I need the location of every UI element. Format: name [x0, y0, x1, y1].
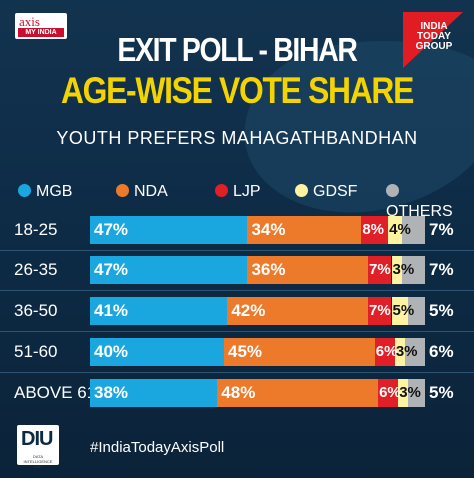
bar-segment-gdsf [391, 297, 409, 325]
category-label: 18-25 [14, 220, 58, 239]
value-label-gdsf: 3% [399, 384, 421, 401]
bar-segment-ljp [361, 216, 389, 244]
india-today-logo-line3: GROUP [415, 41, 453, 52]
value-label-mgb: 47% [94, 220, 129, 239]
bar-segment-nda [224, 338, 375, 366]
value-label-others: 7% [429, 220, 454, 239]
category-label: 36-50 [14, 301, 58, 320]
category-label: ABOVE 61 [14, 383, 97, 402]
value-label-nda: 45% [228, 342, 263, 361]
bar-segment-mgb [90, 379, 218, 407]
value-label-nda: 34% [251, 220, 286, 239]
india-today-group-logo: INDIA TODAY GROUP [403, 12, 463, 68]
value-label-ljp: 6% [379, 384, 401, 401]
value-label-ljp: 6% [375, 343, 398, 360]
bar-segment-others [401, 256, 425, 284]
bar-segment-ljp [374, 338, 395, 366]
value-label-mgb: 47% [94, 260, 129, 279]
bar-segment-mgb [90, 256, 248, 284]
bar-segment-others [404, 338, 425, 366]
bar-segment-others [408, 379, 425, 407]
legend-swatch [18, 184, 31, 197]
bar-segment-mgb [90, 216, 248, 244]
legend-swatch [386, 184, 399, 197]
value-label-others: 7% [429, 260, 454, 279]
value-label-nda: 48% [221, 383, 256, 402]
value-label-gdsf: 3% [395, 343, 418, 360]
value-label-others: 6% [429, 342, 454, 361]
bar-segment-gdsf [398, 379, 409, 407]
legend-item-nda: NDA [116, 182, 168, 202]
row-separator [0, 250, 474, 251]
row-separator [0, 372, 474, 373]
value-label-others: 5% [429, 301, 454, 320]
legend-swatch [295, 184, 308, 197]
bar-segment-ljp [378, 379, 399, 407]
legend-label: LJP [233, 183, 261, 200]
value-label-mgb: 41% [94, 301, 129, 320]
bar-segment-gdsf [388, 216, 402, 244]
value-label-nda: 36% [251, 260, 286, 279]
india-today-logo-line1: INDIA [420, 21, 448, 32]
hashtag: #IndiaTodayAxisPoll [90, 439, 225, 456]
bar-segment-gdsf [394, 338, 405, 366]
value-label-ljp: 8% [362, 221, 385, 238]
chart-caption: YOUTH PREFERS MAHAGATHBANDHAN [56, 128, 418, 148]
bar-segment-ljp [368, 297, 392, 325]
category-label: 26-35 [14, 260, 58, 279]
bar-row-51-60 [90, 338, 425, 366]
value-label-ljp: 7% [369, 261, 391, 278]
legend-item-others: OTHERS [386, 182, 458, 220]
india-today-logo-line2: TODAY [417, 31, 451, 42]
chart-title: EXIT POLL - BIHAR [117, 31, 358, 68]
bar-segment-gdsf [391, 256, 402, 284]
diu-logo: DIU DATA INTELLIGENCE UNIT [17, 425, 59, 469]
value-label-nda: 42% [231, 301, 266, 320]
value-label-others: 5% [429, 383, 454, 402]
bar-segment-others [401, 216, 425, 244]
legend-label: MGB [36, 183, 73, 200]
diu-logo-text: DIU [21, 428, 53, 450]
axis-my-india-logo: axis MY INDIA [15, 13, 67, 39]
bar-segment-ljp [368, 256, 392, 284]
bar-row-18-25 [90, 216, 425, 244]
bar-segment-mgb [90, 338, 224, 366]
legend-swatch [215, 184, 228, 197]
legend-label: NDA [134, 183, 168, 200]
bar-row-26-35 [90, 256, 425, 284]
bar-row-36-50 [90, 297, 425, 325]
chart-legend: MGB NDA LJP GDSF OTHERS [18, 182, 458, 220]
bar-segment-nda [247, 256, 369, 284]
bar-segment-nda [247, 216, 362, 244]
value-label-mgb: 38% [94, 383, 129, 402]
legend-item-mgb: MGB [18, 182, 72, 202]
bar-segment-nda [217, 379, 379, 407]
value-label-ljp: 7% [369, 302, 391, 319]
legend-label: GDSF [313, 183, 358, 200]
value-label-gdsf: 4% [389, 221, 411, 238]
row-separator [0, 331, 474, 332]
axis-logo-text: axis [19, 14, 40, 29]
value-label-mgb: 40% [94, 342, 129, 361]
category-label: 51-60 [14, 342, 58, 361]
legend-item-gdsf: GDSF [295, 182, 357, 202]
diu-logo-subtext: DATA INTELLIGENCE UNIT [23, 454, 53, 469]
bar-row-above-61 [90, 379, 425, 407]
legend-swatch [116, 184, 129, 197]
bar-segment-others [408, 297, 425, 325]
chart-subtitle: AGE-WISE VOTE SHARE [60, 70, 414, 111]
value-label-gdsf: 3% [392, 261, 415, 278]
row-separator [0, 290, 474, 291]
my-india-logo-text: MY INDIA [18, 28, 64, 37]
legend-label: OTHERS [386, 203, 453, 220]
legend-item-ljp: LJP [215, 182, 261, 202]
bar-segment-mgb [90, 297, 228, 325]
bar-segment-nda [227, 297, 369, 325]
value-label-gdsf: 5% [392, 302, 415, 319]
